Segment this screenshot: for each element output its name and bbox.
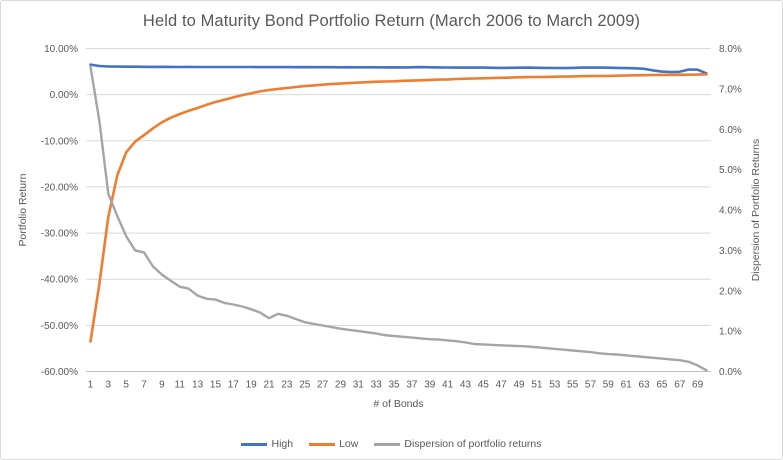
x-axis-tick-label: 17 (228, 380, 240, 391)
x-axis-tick-label: 49 (513, 380, 525, 391)
left-axis-tick-label: -60.00% (41, 367, 78, 378)
right-axis-title: Dispersion of Portfolio Returns (750, 138, 762, 282)
x-axis-tick-label: 3 (106, 380, 112, 391)
chart-title: Held to Maturity Bond Portfolio Return (… (142, 12, 641, 30)
x-axis-title: # of Bonds (373, 398, 424, 410)
x-axis-tick-label: 19 (246, 380, 258, 391)
x-axis-tick-label: 39 (424, 380, 436, 391)
x-axis-tick-label: 27 (317, 380, 329, 391)
x-axis-tick-label: 43 (460, 380, 472, 391)
right-axis-tick-label: 4.0% (719, 206, 742, 217)
x-axis-tick-label: 41 (442, 380, 454, 391)
x-axis-tick-label: 29 (335, 380, 347, 391)
x-axis-tick-label: 59 (603, 380, 615, 391)
legend-item-high: High (241, 438, 293, 450)
x-axis-tick-label: 37 (406, 380, 418, 391)
left-axis-tick-label: -40.00% (41, 275, 78, 286)
legend-swatch-high (241, 442, 268, 446)
series-dispersion-line (89, 65, 708, 372)
series-high-line (89, 63, 708, 75)
x-axis-tick-label: 35 (388, 380, 400, 391)
x-axis-tick-label: 1 (88, 380, 94, 391)
left-axis-tick-label: 0.00% (50, 90, 78, 101)
x-axis-tick-label: 69 (692, 380, 704, 391)
x-axis-tick-label: 21 (263, 380, 275, 391)
legend-swatch-dispersion (374, 442, 401, 446)
legend-item-low: Low (309, 438, 358, 450)
right-axis-tick-label: 8.0% (719, 44, 742, 55)
legend-label-high: High (271, 438, 294, 450)
left-axis-tick-label: -30.00% (41, 229, 78, 240)
right-axis-tick-label: 6.0% (719, 125, 742, 136)
legend-swatch-low (309, 442, 336, 446)
left-axis-title: Portfolio Return (17, 173, 29, 247)
x-axis-tick-label: 61 (621, 380, 633, 391)
legend-label-low: Low (339, 438, 359, 450)
right-axis-tick-label: 2.0% (719, 286, 742, 297)
left-axis-tick-label: -10.00% (41, 136, 78, 147)
x-axis-tick-label: 5 (123, 380, 129, 391)
legend-label-dispersion: Dispersion of portfolio returns (404, 438, 542, 450)
left-axis-tick-label: 10.00% (44, 44, 78, 55)
x-axis-tick-label: 57 (585, 380, 597, 391)
right-axis-tick-label: 0.0% (719, 367, 742, 378)
x-axis-tick-label: 7 (141, 380, 147, 391)
right-axis-tick-label: 5.0% (719, 165, 742, 176)
x-axis-tick-label: 11 (175, 380, 186, 391)
right-axis-tick-label: 7.0% (719, 84, 742, 95)
x-axis-tick-label: 51 (531, 380, 543, 391)
x-axis-tick-label: 47 (496, 380, 508, 391)
legend: High Low Dispersion of portfolio returns (1, 438, 782, 450)
x-axis-tick-label: 31 (353, 380, 365, 391)
legend-item-dispersion: Dispersion of portfolio returns (374, 438, 542, 450)
x-axis-tick-label: 63 (638, 380, 650, 391)
x-axis-tick-label: 65 (656, 380, 668, 391)
x-axis-tick-label: 15 (210, 380, 222, 391)
left-axis-tick-label: -20.00% (41, 182, 78, 193)
x-axis-tick-label: 45 (478, 380, 490, 391)
x-axis-tick-label: 25 (299, 380, 311, 391)
x-axis-tick-label: 13 (192, 380, 204, 391)
x-axis-tick-label: 55 (567, 380, 579, 391)
x-axis-tick-label: 67 (674, 380, 686, 391)
right-axis-tick-label: 3.0% (719, 246, 742, 257)
x-axis-tick-label: 53 (549, 380, 561, 391)
series-low-line (89, 73, 708, 343)
x-axis-tick-label: 23 (281, 380, 293, 391)
x-axis-tick-label: 33 (371, 380, 383, 391)
x-axis-tick-label: 9 (159, 380, 165, 391)
left-axis-tick-label: -50.00% (41, 321, 78, 332)
right-axis-tick-label: 1.0% (719, 327, 742, 338)
